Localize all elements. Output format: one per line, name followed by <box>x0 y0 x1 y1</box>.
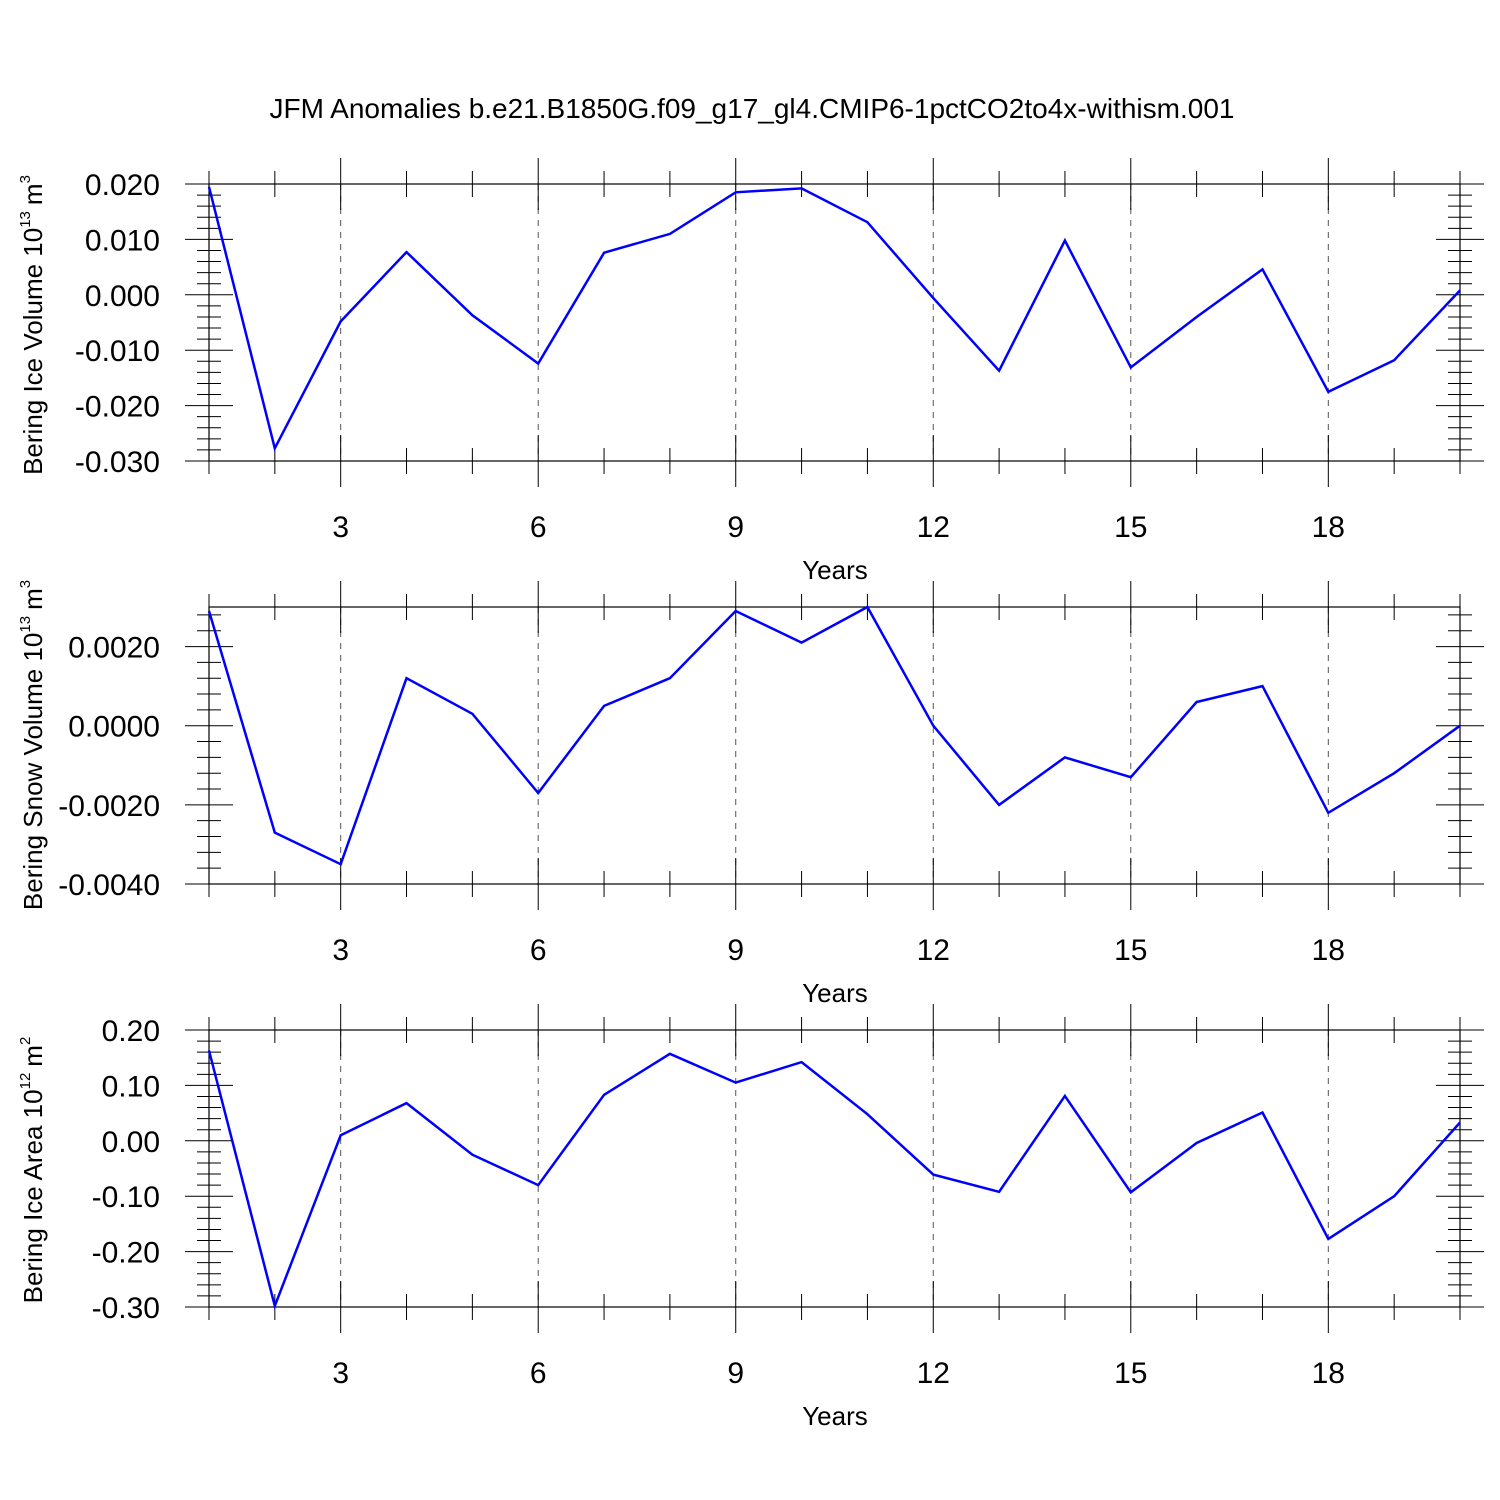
y-tick-label: -0.10 <box>92 1181 160 1214</box>
y-tick-label: 0.00 <box>102 1126 160 1159</box>
y-axis-label: Bering Ice Area 1012 m2 <box>17 1037 48 1304</box>
x-axis-label: Years <box>802 555 868 585</box>
y-tick-label: -0.010 <box>75 335 160 368</box>
x-tick-label: 6 <box>530 511 547 544</box>
x-tick-label: 18 <box>1312 1357 1345 1390</box>
y-axis-label-exponent: 12 <box>17 1073 34 1090</box>
x-tick-label: 15 <box>1114 1357 1147 1390</box>
y-axis-label-unit-exponent: 3 <box>17 580 34 588</box>
y-axis-label-unit-exponent: 2 <box>17 1037 34 1045</box>
chart-panel-2: -0.0040 -0.0020 0.0000 0.0020 3 6 9 12 15 18 Years… <box>17 580 1484 1008</box>
y-tick-label: 0.020 <box>85 169 160 202</box>
x-tick-label: 9 <box>727 1357 744 1390</box>
x-tick-label: 3 <box>332 1357 349 1390</box>
y-tick-label: -0.030 <box>75 446 160 479</box>
x-tick-label: 15 <box>1114 934 1147 967</box>
y-axis-label: Bering Ice Volume 1013 m3 <box>17 175 48 475</box>
chart-title: JFM Anomalies b.e21.B1850G.f09_g17_gl4.C… <box>270 93 1235 124</box>
y-axis-label-unit: m <box>18 183 48 205</box>
y-tick-label: 0.000 <box>85 280 160 313</box>
y-tick-label: 0.10 <box>102 1070 160 1103</box>
x-axis-label: Years <box>802 978 868 1008</box>
y-axis-label-text: Bering Ice Volume 10 <box>18 228 48 475</box>
chart-panel-3: -0.30 -0.20 -0.10 0.00 0.10 0.20 3 6 9 12 15 18 Year… <box>17 1004 1484 1431</box>
chart-panel-1: -0.030 -0.020 -0.010 0.000 0.010 0.020 3 6 9 12 15… <box>17 158 1484 585</box>
plot-frame <box>208 183 1461 462</box>
y-tick-label: 0.010 <box>85 224 160 257</box>
x-tick-label: 12 <box>917 934 950 967</box>
x-tick-label: 3 <box>332 934 349 967</box>
y-axis-label-exponent: 13 <box>17 211 34 228</box>
series-line <box>207 1050 1461 1310</box>
x-tick-label: 9 <box>727 511 744 544</box>
y-tick-label: -0.0020 <box>58 790 160 823</box>
x-tick-label: 9 <box>727 934 744 967</box>
plot-frame <box>208 606 1461 885</box>
y-axis-label-text: Bering Ice Area 10 <box>18 1089 48 1303</box>
y-axis-label-exponent: 13 <box>17 616 34 633</box>
x-tick-label: 15 <box>1114 511 1147 544</box>
y-tick-label: -0.20 <box>92 1237 160 1270</box>
y-tick-label: -0.30 <box>92 1292 160 1325</box>
series-line <box>207 186 1461 452</box>
y-axis-label-unit: m <box>18 588 48 610</box>
panels: -0.030 -0.020 -0.010 0.000 0.010 0.020 3 6 9 12 15… <box>17 158 1484 1431</box>
x-tick-label: 6 <box>530 1357 547 1390</box>
x-tick-label: 12 <box>917 1357 950 1390</box>
x-tick-label: 18 <box>1312 511 1345 544</box>
y-tick-label: 0.20 <box>102 1015 160 1048</box>
y-axis-label-unit: m <box>18 1045 48 1067</box>
y-tick-label: 0.0020 <box>68 632 160 665</box>
y-axis-label: Bering Snow Volume 1013 m3 <box>17 580 48 910</box>
y-tick-label: -0.020 <box>75 391 160 424</box>
y-tick-label: 0.0000 <box>68 711 160 744</box>
plot-frame <box>208 1029 1461 1308</box>
x-tick-label: 3 <box>332 511 349 544</box>
x-tick-label: 12 <box>917 511 950 544</box>
series-line <box>207 605 1461 866</box>
x-tick-label: 18 <box>1312 934 1345 967</box>
x-tick-label: 6 <box>530 934 547 967</box>
x-axis-label: Years <box>802 1401 868 1431</box>
y-axis-label-text: Bering Snow Volume 10 <box>18 633 48 911</box>
y-tick-label: -0.0040 <box>58 869 160 902</box>
y-axis-label-unit-exponent: 3 <box>17 175 34 183</box>
